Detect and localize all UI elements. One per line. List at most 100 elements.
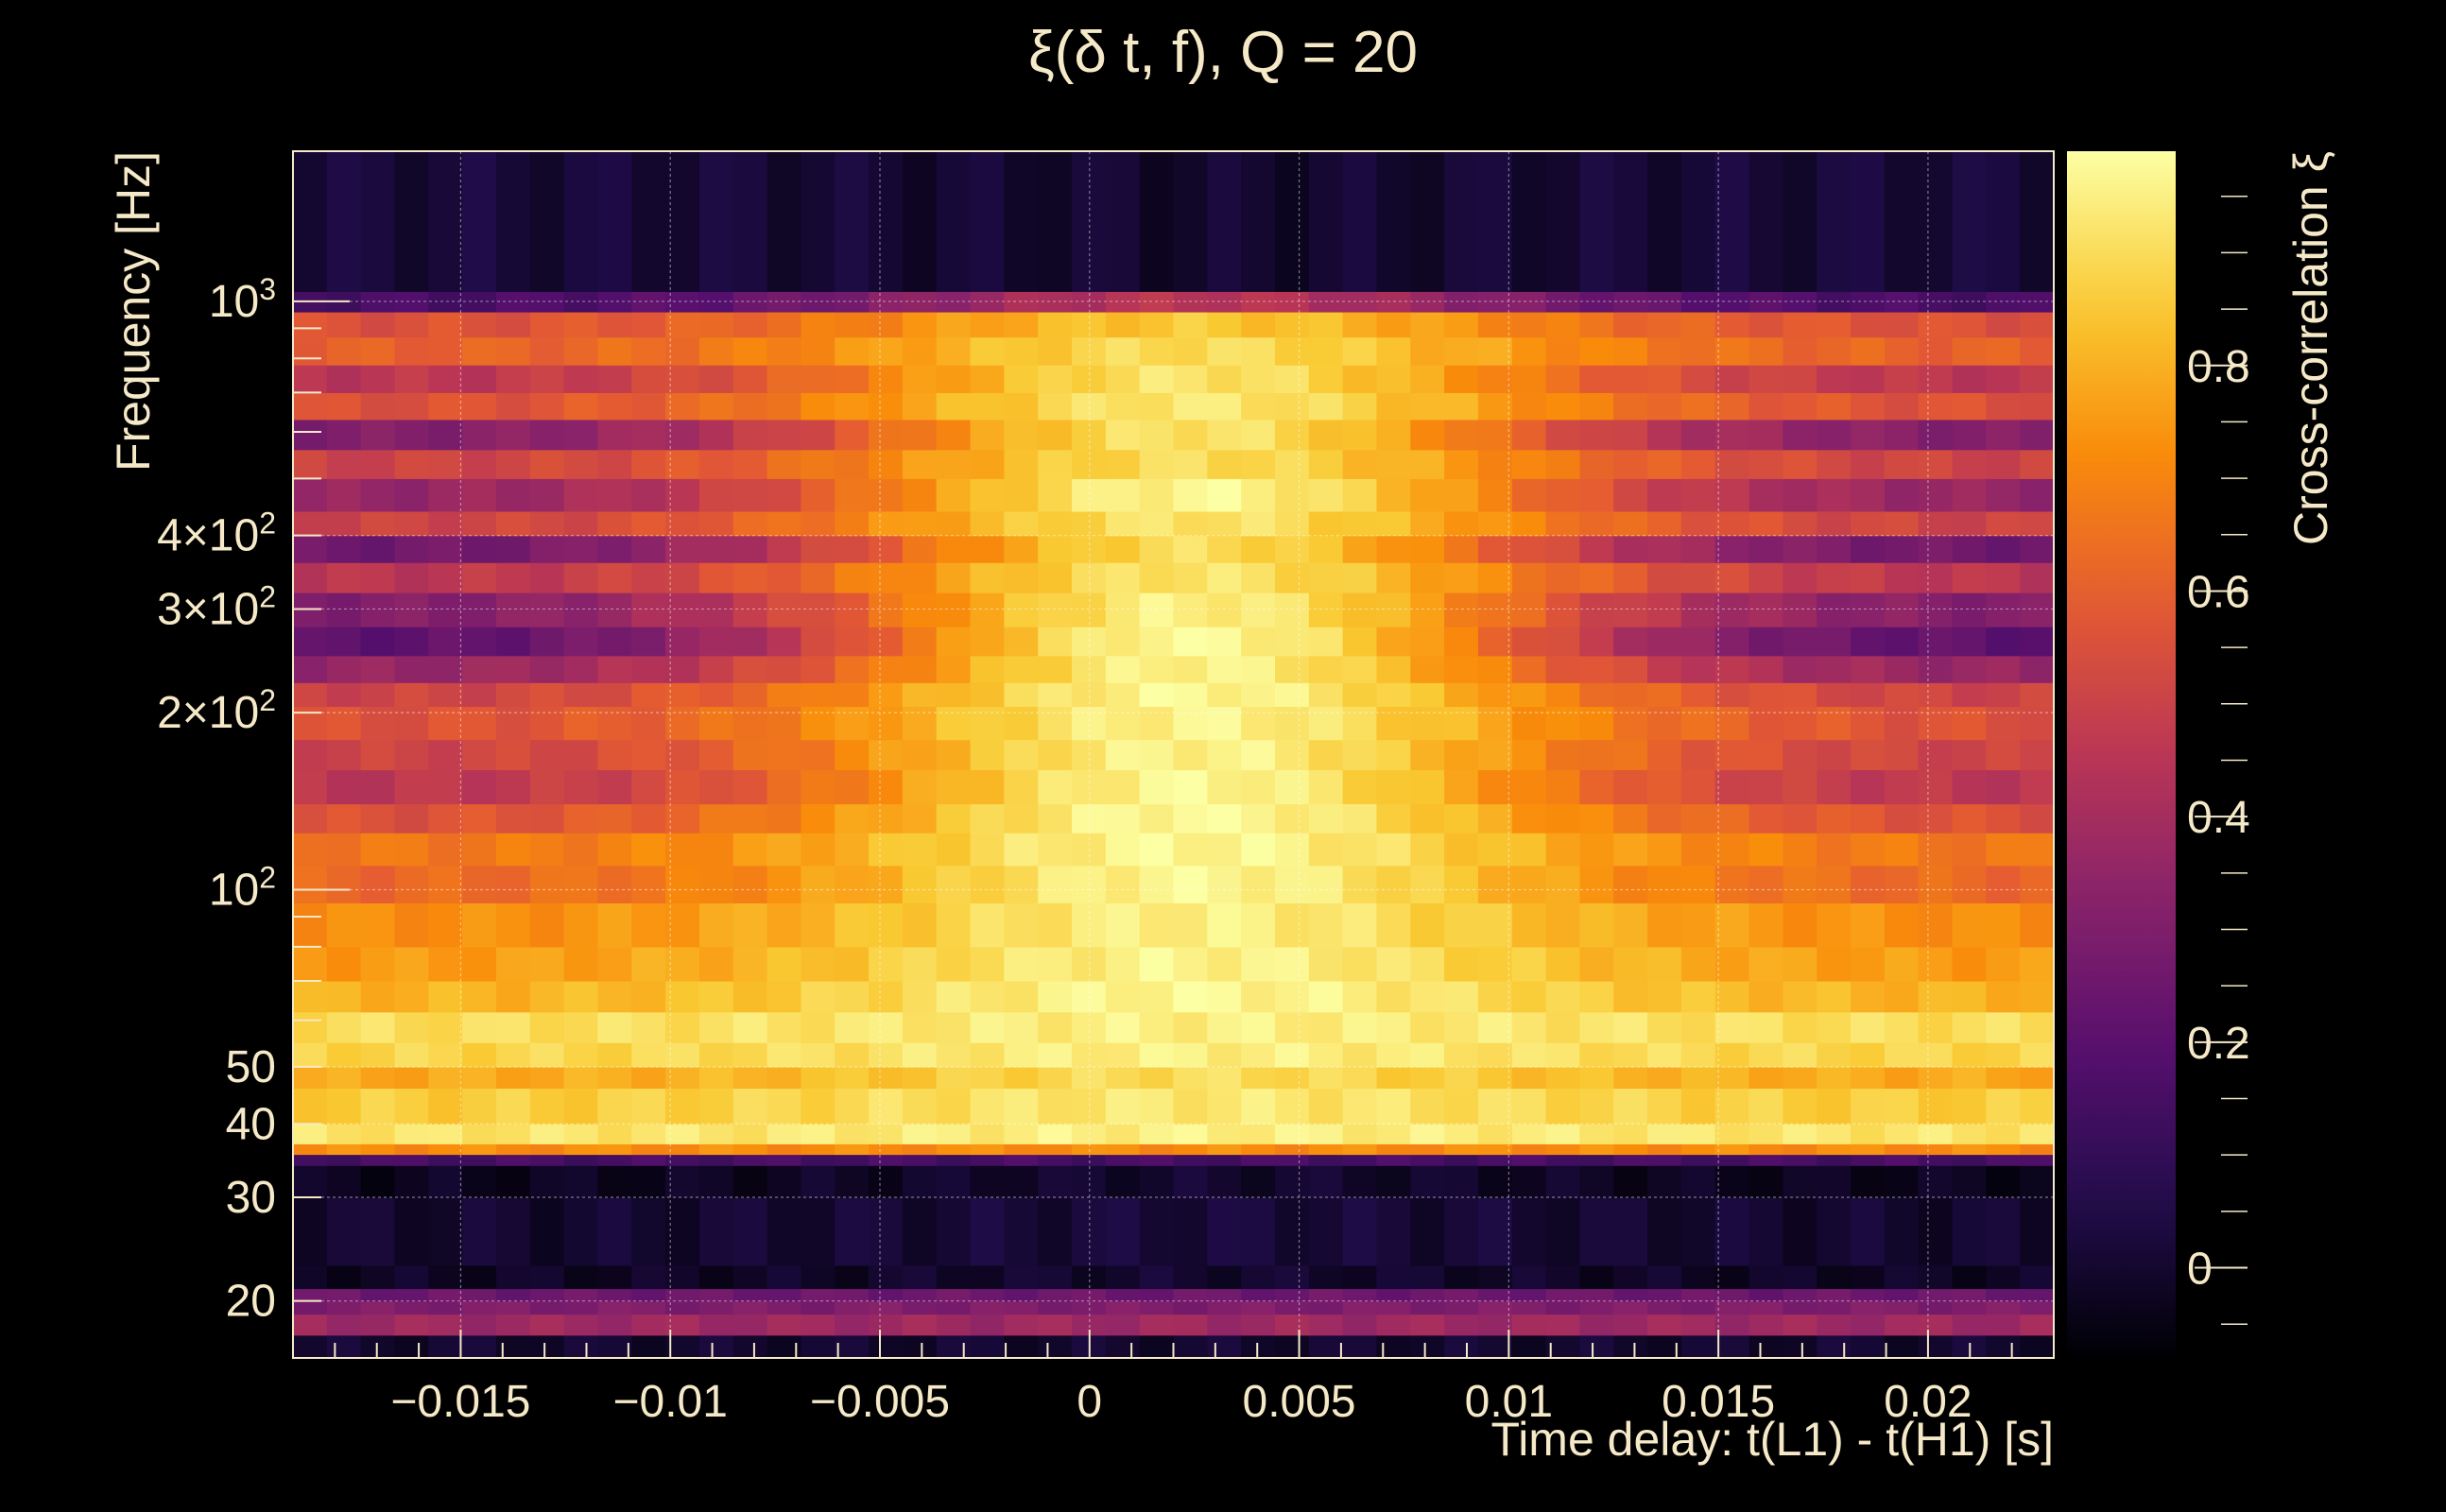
heatmap-cell (1511, 1088, 1547, 1125)
heatmap-cell (462, 291, 497, 313)
heatmap-cell (1308, 336, 1344, 366)
heatmap-cell (1579, 1011, 1614, 1043)
heatmap-cell (1952, 769, 1987, 805)
heatmap-cell (1714, 1300, 1750, 1315)
heatmap-cell (1139, 1154, 1175, 1166)
heatmap-cell (360, 739, 396, 771)
heatmap-cell (1851, 682, 1886, 708)
heatmap-cell (428, 1088, 463, 1125)
heatmap-cell (326, 627, 362, 657)
heatmap-cell (767, 1124, 802, 1144)
heatmap-cell (970, 336, 1005, 366)
heatmap-cell (1410, 769, 1445, 805)
heatmap-cell (1817, 682, 1852, 708)
heatmap-cell (835, 902, 870, 948)
heatmap-cell (597, 336, 632, 366)
heatmap-cell (1647, 1314, 1682, 1336)
heatmap-cell (1477, 510, 1513, 537)
heatmap-cell (936, 1197, 972, 1266)
heatmap-cell (563, 1143, 599, 1156)
heatmap-cell (1038, 151, 1073, 292)
heatmap-cell (1241, 803, 1276, 833)
heatmap-cell (495, 833, 531, 867)
heatmap-cell (1308, 291, 1344, 313)
heatmap-cell (1444, 593, 1479, 627)
heatmap-cell (1647, 1154, 1682, 1166)
heatmap-cell (869, 1011, 904, 1043)
heatmap-cell (1342, 1197, 1378, 1266)
heatmap-cell (1986, 1288, 2021, 1302)
heatmap-cell (1884, 655, 1920, 683)
heatmap-cell (902, 311, 938, 338)
heatmap-cell (1072, 562, 1107, 593)
heatmap-cell (1545, 902, 1581, 948)
heatmap-cell (428, 478, 463, 512)
heatmap-cell (1748, 365, 1783, 393)
heatmap-cell (902, 655, 938, 683)
heatmap-cell (1072, 1165, 1107, 1198)
heatmap-cell (1680, 1088, 1716, 1125)
heatmap-cell (869, 449, 904, 479)
heatmap-cell (732, 865, 768, 903)
heatmap-cell (698, 562, 734, 593)
heatmap-cell (360, 706, 396, 741)
heatmap-cell (1680, 946, 1716, 982)
heatmap-cell (1952, 392, 1987, 421)
heatmap-cell (360, 1011, 396, 1043)
heatmap-cell (1444, 739, 1479, 771)
heatmap-cell (1851, 365, 1886, 393)
heatmap-cell (495, 419, 531, 451)
heatmap-cell (698, 478, 734, 512)
heatmap-cell (563, 1288, 599, 1302)
heatmap-cell (732, 1197, 768, 1266)
heatmap-cell (1986, 706, 2021, 741)
heatmap-cell (1714, 311, 1750, 338)
heatmap-cell (1342, 1334, 1378, 1359)
heatmap-cell (1613, 1042, 1648, 1068)
heatmap-cell (1105, 1314, 1141, 1336)
heatmap-cell (732, 365, 768, 393)
heatmap-cell (360, 833, 396, 867)
heatmap-cell (698, 1124, 734, 1144)
heatmap-cell (732, 1042, 768, 1068)
heatmap-cell (698, 627, 734, 657)
heatmap-cell (936, 1300, 972, 1315)
heatmap-cell (1680, 593, 1716, 627)
heatmap-cell (1680, 1042, 1716, 1068)
heatmap-cell (1444, 1314, 1479, 1336)
heatmap-cell (1613, 419, 1648, 451)
heatmap-cell (1105, 1264, 1141, 1290)
heatmap-cell (1817, 1165, 1852, 1198)
heatmap-cell (1139, 365, 1175, 393)
heatmap-cell (1004, 291, 1039, 313)
heatmap-cell (293, 1143, 328, 1156)
heatmap-cell (970, 655, 1005, 683)
heatmap-cell (1241, 627, 1276, 657)
heatmap-cell (495, 1334, 531, 1359)
heatmap-cell (732, 392, 768, 421)
heatmap-cell (1748, 478, 1783, 512)
heatmap-cell (1105, 593, 1141, 627)
heatmap-cell (293, 946, 328, 982)
heatmap-cell (293, 1165, 328, 1198)
heatmap-cell (1207, 1264, 1242, 1290)
heatmap-cell (563, 1066, 599, 1090)
heatmap-cell (1748, 151, 1783, 292)
heatmap-cell (970, 291, 1005, 313)
heatmap-cell (1139, 1088, 1175, 1125)
heatmap-cell (1477, 449, 1513, 479)
heatmap-cell (1952, 1197, 1987, 1266)
heatmap-cell (1511, 1314, 1547, 1336)
y-tick-label: 103 (209, 272, 276, 327)
heatmap-cell (1748, 311, 1783, 338)
heatmap-cell (1139, 1197, 1175, 1266)
heatmap-cell (1274, 1066, 1310, 1090)
heatmap-cell (1376, 510, 1411, 537)
heatmap-cell (631, 655, 666, 683)
heatmap-cell (462, 1143, 497, 1156)
heatmap-cell (1308, 682, 1344, 708)
heatmap-cell (1884, 1300, 1920, 1315)
heatmap-cell (902, 449, 938, 479)
heatmap-cell (597, 833, 632, 867)
heatmap-cell (665, 1300, 700, 1315)
